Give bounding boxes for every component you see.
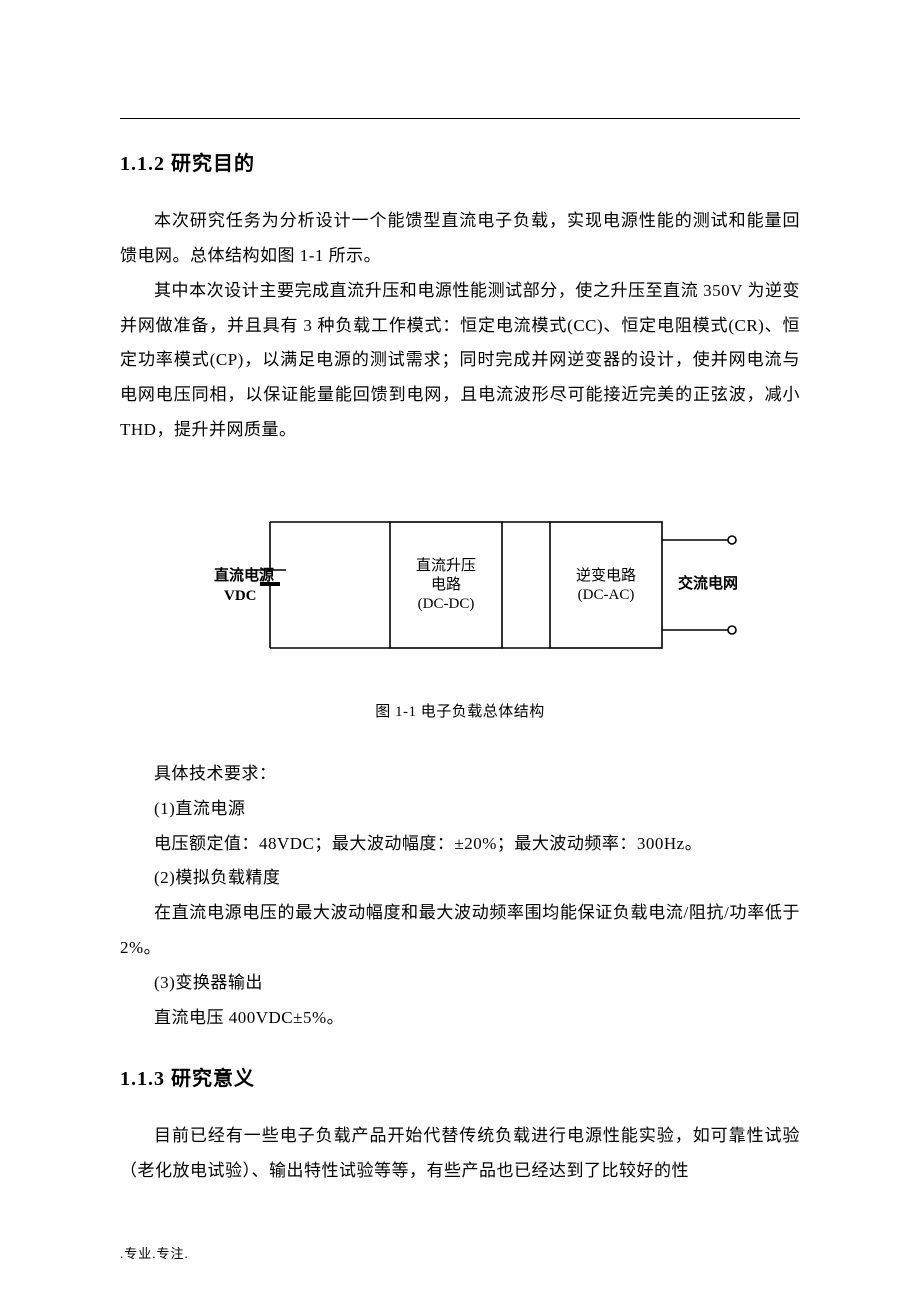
- paragraph-2: 其中本次设计主要完成直流升压和电源性能测试部分，使之升压至直流 350V 为逆变…: [120, 274, 800, 448]
- dc-source-label-1: 直流电源: [214, 566, 274, 584]
- req-1-title: (1)直流电源: [120, 792, 800, 827]
- req-3-body: 直流电压 400VDC±5%。: [120, 1001, 800, 1036]
- req-3-num: (3): [154, 973, 175, 992]
- block-diagram: 直流电源 VDC 直流升压 电路 (DC-DC) 逆变电路 (DC-AC): [180, 486, 740, 686]
- dc-source-label-2: VDC: [224, 588, 257, 604]
- section-1-heading: 1.1.2 研究目的: [120, 147, 800, 176]
- inverter-label-1: 逆变电路: [576, 567, 636, 584]
- req-2-title: (2)模拟负载精度: [120, 861, 800, 896]
- req-2-num: (2): [154, 868, 175, 887]
- section-2-number: 1.1.3: [120, 1068, 165, 1090]
- req-1-name: 直流电源: [175, 799, 245, 818]
- req-1-body: 电压额定值：48VDC；最大波动幅度：±20%；最大波动频率：300Hz。: [120, 827, 800, 862]
- section-2-heading: 1.1.3 研究意义: [120, 1062, 800, 1091]
- inverter-box: [550, 522, 662, 648]
- inverter-label-2: (DC-AC): [578, 587, 635, 603]
- diagram-block: 直流电源 VDC 直流升压 电路 (DC-DC) 逆变电路 (DC-AC): [120, 486, 800, 686]
- mid-connectors: [502, 522, 550, 648]
- paragraph-3: 目前已经有一些电子负载产品开始代替传统负载进行电源性能实验，如可靠性试验（老化放…: [120, 1119, 800, 1189]
- boost-label-3: (DC-DC): [418, 596, 475, 612]
- reqs-heading: 具体技术要求：: [120, 757, 800, 792]
- paragraph-1: 本次研究任务为分析设计一个能馈型直流电子负载，实现电源性能的测试和能量回馈电网。…: [120, 204, 800, 274]
- diagram-caption: 图 1-1 电子负载总体结构: [120, 700, 800, 721]
- dc-source-symbol: [254, 522, 390, 648]
- top-rule: [120, 118, 800, 119]
- req-3-title: (3)变换器输出: [120, 966, 800, 1001]
- grid-label: 交流电网: [678, 574, 738, 592]
- req-2-body: 在直流电源电压的最大波动幅度和最大波动频率围均能保证负载电流/阻抗/功率低于 2…: [120, 896, 800, 966]
- req-3-name: 变换器输出: [175, 973, 263, 992]
- req-2-name: 模拟负载精度: [175, 868, 280, 887]
- page-footer: .专业.专注.: [120, 1243, 189, 1262]
- req-1-num: (1): [154, 799, 175, 818]
- section-1-number: 1.1.2: [120, 153, 165, 175]
- boost-label-1: 直流升压: [416, 557, 476, 574]
- section-2-title: 研究意义: [171, 1068, 255, 1090]
- boost-label-2: 电路: [431, 576, 461, 593]
- section-1-title: 研究目的: [171, 153, 255, 175]
